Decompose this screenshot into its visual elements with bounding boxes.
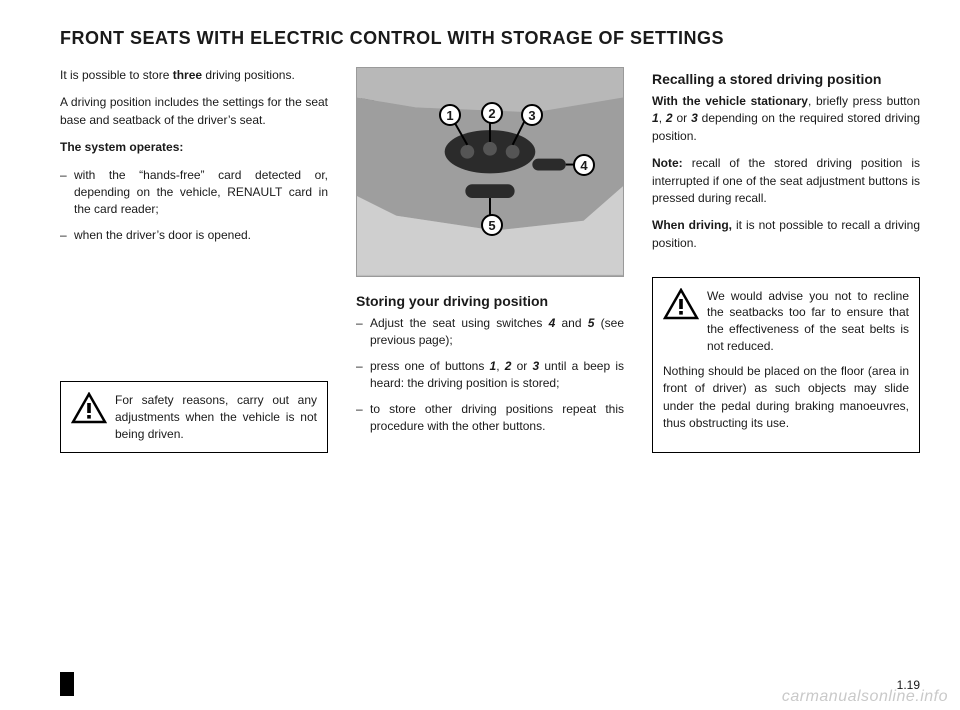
intro-paragraph-1: It is possible to store three driving po… <box>60 67 328 84</box>
footer-mark <box>60 672 74 696</box>
callout-5: 5 <box>481 214 503 236</box>
list-item: press one of buttons 1, 2 or 3 until a b… <box>356 358 624 393</box>
column-left: It is possible to store three driving po… <box>60 67 328 453</box>
seat-controls-figure: 28513 <box>356 67 624 277</box>
seatback-warning-box: We would advise you not to recline the s… <box>652 277 920 454</box>
callout-3: 3 <box>521 104 543 126</box>
system-operates-list: with the “hands-free” card detected or, … <box>60 167 328 253</box>
safety-warning-box: For safety reasons, carry out any adjust… <box>60 381 328 453</box>
warning-triangle-icon <box>663 288 699 355</box>
recall-note: Note: recall of the stored driving posit… <box>652 155 920 207</box>
storing-heading: Storing your driving position <box>356 293 624 309</box>
column-center: 28513 <box>356 67 624 453</box>
recall-paragraph-1: With the vehicle stationary, briefly pre… <box>652 93 920 145</box>
warning-triangle-icon <box>71 392 107 442</box>
seatback-warning-text-1: We would advise you not to recline the s… <box>707 288 909 355</box>
callout-2: 2 <box>481 102 503 124</box>
storing-list: Adjust the seat using switches 4 and 5 (… <box>356 315 624 443</box>
page-title: FRONT SEATS WITH ELECTRIC CONTROL WITH S… <box>60 28 920 49</box>
seatback-warning-text-2: Nothing should be placed on the floor (a… <box>663 363 909 433</box>
callout-1: 1 <box>439 104 461 126</box>
intro-paragraph-2: A driving position includes the settings… <box>60 94 328 129</box>
watermark: carmanualsonline.info <box>782 688 948 706</box>
recall-when-driving: When driving, it is not possible to reca… <box>652 217 920 252</box>
system-operates-label: The system operates: <box>60 139 328 156</box>
list-item: when the driver’s door is opened. <box>60 227 328 244</box>
recalling-heading: Recalling a stored driving position <box>652 71 920 87</box>
column-right: Recalling a stored driving position With… <box>652 67 920 453</box>
list-item: with the “hands-free” card detected or, … <box>60 167 328 219</box>
columns: It is possible to store three driving po… <box>60 67 920 453</box>
list-item: to store other driving positions repeat … <box>356 401 624 436</box>
callout-4: 4 <box>573 154 595 176</box>
safety-warning-text: For safety reasons, carry out any adjust… <box>115 392 317 442</box>
list-item: Adjust the seat using switches 4 and 5 (… <box>356 315 624 350</box>
